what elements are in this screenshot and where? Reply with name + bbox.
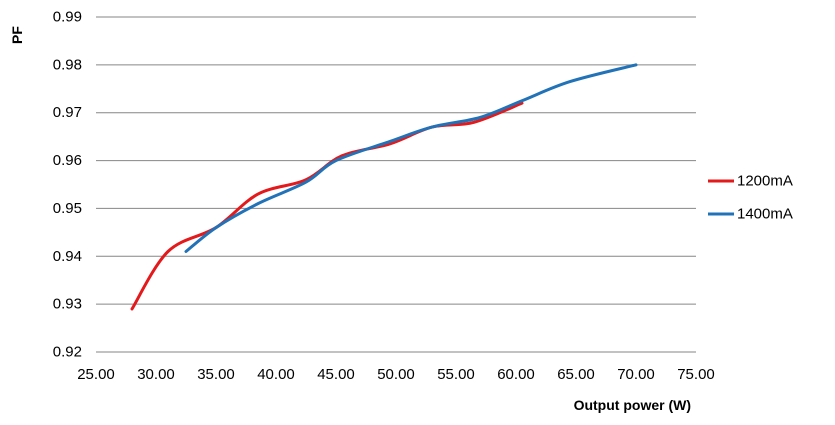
x-tick-label: 60.00 xyxy=(497,366,535,383)
y-tick-label: 0.94 xyxy=(53,248,82,265)
x-tick-label: 65.00 xyxy=(557,366,595,383)
y-tick-label: 0.99 xyxy=(53,9,82,26)
x-tick-label: 35.00 xyxy=(197,366,235,383)
series-lines xyxy=(130,63,638,311)
y-tick-label: 0.96 xyxy=(53,152,82,169)
x-axis-tick-labels: 25.00 30.00 35.00 40.00 45.00 50.00 55.00 60.00… xyxy=(77,366,715,383)
x-tick-label: 30.00 xyxy=(137,366,175,383)
y-tick-label: 0.98 xyxy=(53,56,82,73)
horizontal-gridlines xyxy=(96,16,696,305)
x-tick-label: 70.00 xyxy=(617,366,655,383)
y-axis-title: PF xyxy=(9,26,25,44)
series-line-1400mA xyxy=(184,63,638,253)
legend-label: 1200mA xyxy=(737,173,793,190)
x-axis-title: Output power (W) xyxy=(574,397,691,413)
legend: 1200mA 1400mA xyxy=(708,173,793,223)
x-tick-label: 75.00 xyxy=(677,366,715,383)
legend-label: 1400mA xyxy=(737,206,793,223)
y-tick-label: 0.93 xyxy=(53,296,82,313)
x-tick-label: 55.00 xyxy=(437,366,475,383)
x-tick-label: 50.00 xyxy=(377,366,415,383)
x-tick-label: 25.00 xyxy=(77,366,115,383)
y-tick-label: 0.95 xyxy=(53,200,82,217)
y-tick-label: 0.97 xyxy=(53,104,82,121)
y-tick-label: 0.92 xyxy=(53,344,82,361)
series-line-1200mA xyxy=(130,101,524,311)
x-tick-label: 40.00 xyxy=(257,366,295,383)
x-tick-label: 45.00 xyxy=(317,366,355,383)
y-axis-tick-labels: 0.92 0.93 0.94 0.95 0.96 0.97 0.98 0.99 xyxy=(53,9,82,361)
